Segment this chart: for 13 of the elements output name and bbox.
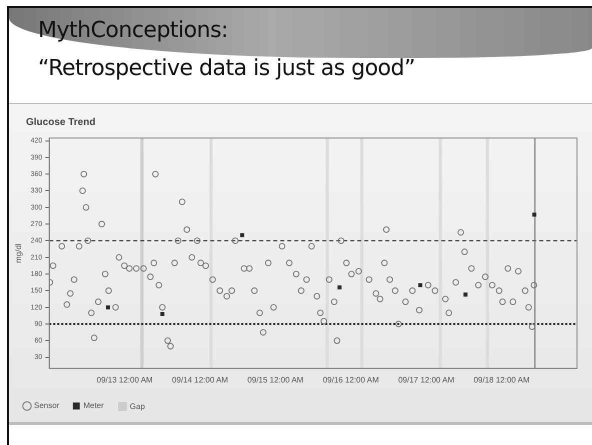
chart-subtitle: “Retrospective data is just as good” [38,56,415,81]
x-tick-label: 09/14 12:00 AM [172,375,228,384]
text: Glucose Trend [26,117,96,128]
legend-label: Meter [83,401,104,410]
x-tick-label: 09/17 12:00 AM [398,375,455,384]
text: Gap [130,402,145,410]
x-tick-label: 09/15 12:00 AM [247,375,304,384]
x-tick-label: 09/16 12:00 AM [322,375,380,384]
chart-title: MythConceptions: [38,18,228,43]
x-tick-label: 09/13 12:00 AM [96,375,154,384]
legend-label: Sensor [34,401,60,410]
y-axis-title: mg/dl [14,243,24,263]
x-tick-label: 09/18 12:00 AM [474,375,530,384]
